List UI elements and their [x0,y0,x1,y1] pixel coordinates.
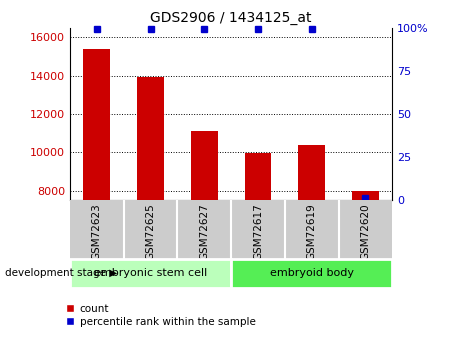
Text: embryoid body: embryoid body [270,268,354,278]
Text: GSM72617: GSM72617 [253,203,263,260]
Legend: count, percentile rank within the sample: count, percentile rank within the sample [66,304,256,327]
Bar [298,145,325,344]
Bar [352,191,379,344]
Bar [231,259,392,288]
Text: GSM72619: GSM72619 [307,203,317,260]
Bar [70,259,231,288]
Text: GSM72625: GSM72625 [146,203,156,260]
Text: GSM72620: GSM72620 [360,203,371,260]
Text: GSM72627: GSM72627 [199,203,209,260]
Bar [191,131,218,344]
Bar [137,77,164,344]
Bar [83,49,110,344]
Text: embryonic stem cell: embryonic stem cell [94,268,207,278]
Text: GSM72623: GSM72623 [92,203,102,260]
Title: GDS2906 / 1434125_at: GDS2906 / 1434125_at [150,11,312,25]
Text: development stage ▶: development stage ▶ [5,268,117,278]
Bar [244,153,272,344]
